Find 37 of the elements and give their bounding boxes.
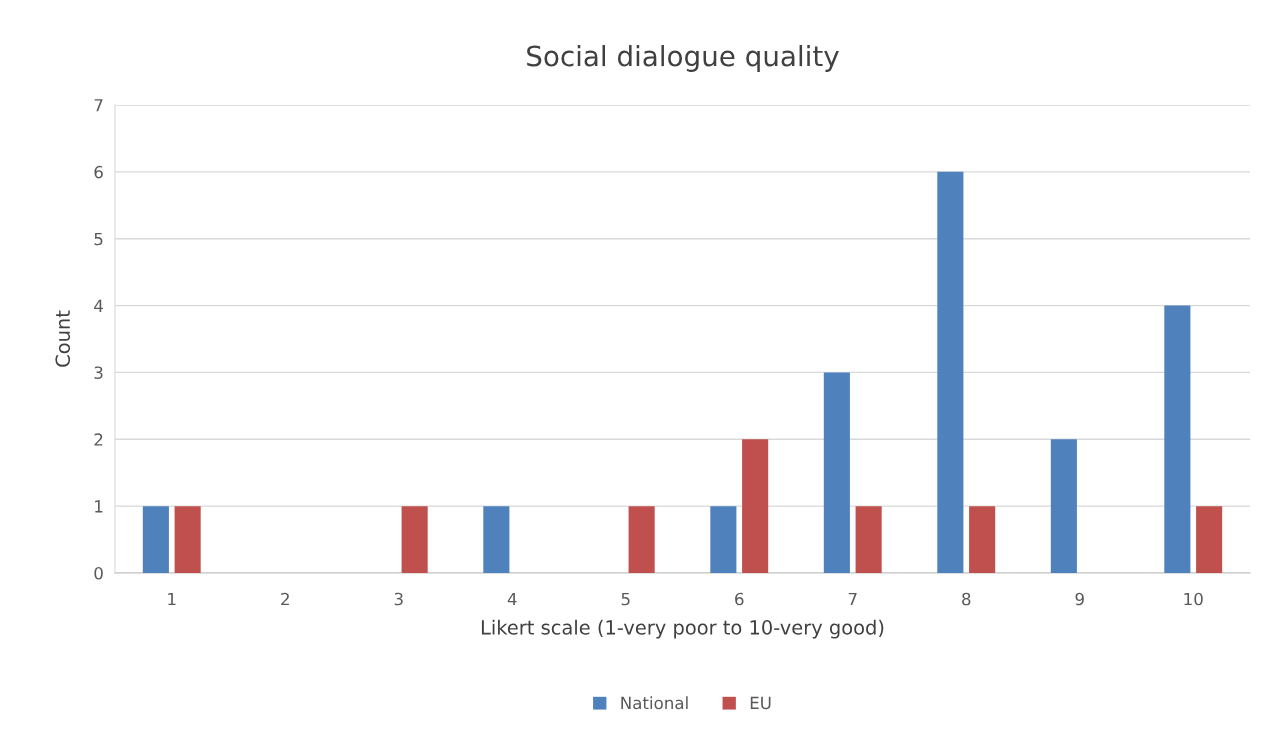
chart-title: Social dialogue quality — [527, 45, 839, 72]
bar — [1050, 439, 1077, 573]
bar — [401, 506, 428, 573]
y-axis-title: Count — [55, 310, 71, 367]
bar — [142, 506, 169, 573]
bar — [710, 506, 737, 573]
bar — [483, 506, 510, 573]
x-tick-label: 8 — [962, 592, 971, 606]
y-tick-label: 5 — [94, 232, 103, 246]
bar — [628, 506, 655, 573]
bar — [1164, 305, 1191, 573]
x-tick-label: 7 — [848, 592, 857, 606]
bar — [855, 506, 882, 573]
bar — [969, 506, 996, 573]
y-tick-label: 4 — [94, 299, 103, 312]
y-tick-label: 6 — [94, 165, 103, 179]
x-tick-label: 1 — [168, 592, 176, 606]
y-tick-label: 0 — [94, 566, 103, 580]
y-tick-label: 7 — [94, 99, 103, 112]
x-tick-label: 4 — [507, 592, 517, 606]
bar — [1196, 506, 1223, 573]
x-axis-title: Likert scale (1-very poor to 10-very good) — [481, 619, 884, 639]
x-tick-label: 2 — [281, 592, 289, 606]
x-tick-label: 3 — [394, 592, 403, 606]
bar — [174, 506, 201, 573]
y-tick-label: 1 — [95, 500, 103, 513]
legend-label: EU — [750, 696, 771, 710]
x-tick-label: 6 — [735, 592, 744, 606]
x-tick-label: 10 — [1184, 592, 1203, 606]
x-tick-label: 5 — [621, 592, 630, 606]
y-tick-label: 2 — [94, 433, 103, 446]
x-tick-label: 9 — [1075, 592, 1084, 606]
bar — [823, 372, 850, 573]
bar — [742, 439, 769, 573]
y-tick-label: 3 — [94, 366, 103, 379]
bar — [937, 171, 964, 573]
legend-label: National — [621, 696, 688, 710]
